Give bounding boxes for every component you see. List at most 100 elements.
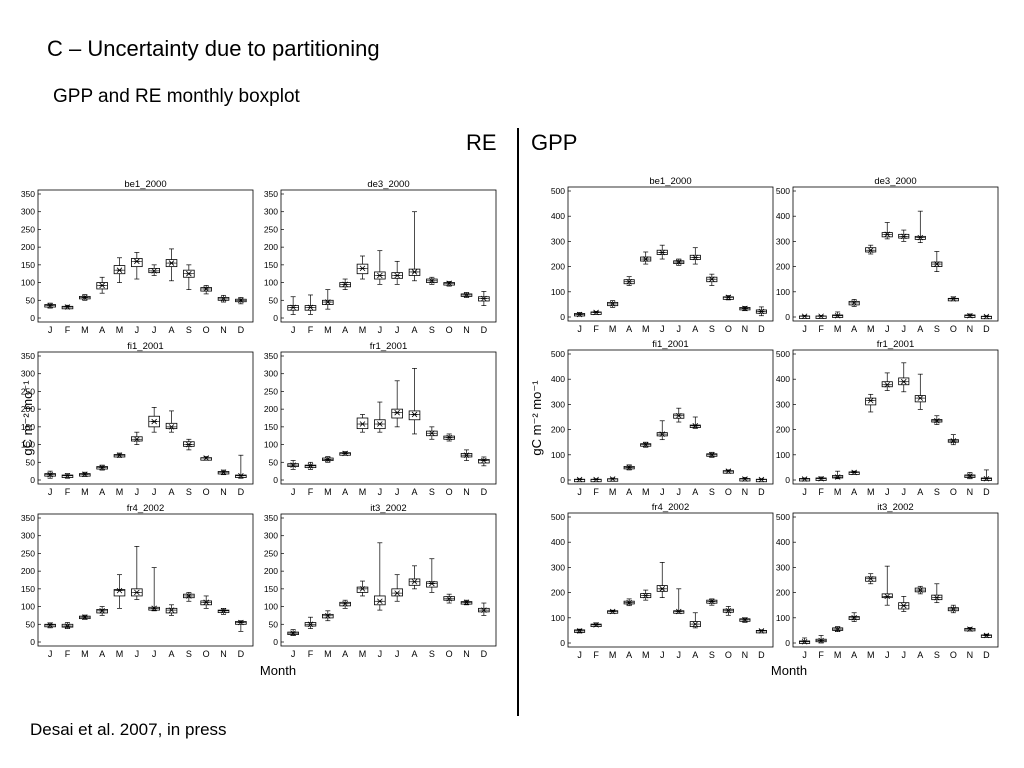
- median-marker: [480, 457, 487, 464]
- box-0: [574, 476, 586, 483]
- box-iqr: [356, 417, 369, 430]
- y-tick-label: 300: [21, 369, 35, 379]
- x-tick-label: F: [593, 487, 599, 497]
- median-marker: [884, 231, 891, 238]
- x-tick-label: N: [220, 325, 227, 335]
- box-4: [113, 257, 126, 283]
- median-marker: [237, 619, 244, 626]
- median-marker: [867, 575, 874, 582]
- box-8: [183, 592, 195, 602]
- box-7: [914, 210, 926, 244]
- y-tick-label: 150: [264, 260, 278, 270]
- y-tick-label: 0: [273, 313, 278, 323]
- y-tick-label: 200: [551, 262, 565, 272]
- y-tick-label: 500: [776, 186, 790, 196]
- y-tick-label: 200: [776, 588, 790, 598]
- y-tick-label: 0: [785, 475, 790, 485]
- x-tick-label: F: [65, 325, 71, 335]
- x-tick-label: M: [642, 324, 650, 334]
- median-marker: [642, 256, 649, 262]
- y-tick-label: 300: [776, 399, 790, 409]
- x-tick-label: J: [902, 650, 907, 660]
- box-0: [574, 628, 586, 634]
- x-tick-label: N: [967, 324, 974, 334]
- panel-frame: [280, 513, 497, 647]
- median-marker: [966, 312, 973, 319]
- box-11: [755, 476, 767, 483]
- box-1: [815, 313, 827, 320]
- x-tick-label: D: [238, 487, 245, 497]
- x-tick-label: D: [758, 487, 765, 497]
- box-1: [304, 461, 317, 470]
- y-tick-label: 200: [264, 404, 278, 414]
- y-tick-label: 0: [785, 312, 790, 322]
- x-tick-label: J: [660, 487, 665, 497]
- box-9: [443, 593, 455, 604]
- box-iqr: [914, 395, 926, 403]
- box-4: [865, 244, 877, 255]
- box-6: [898, 596, 910, 612]
- y-tick-label: 200: [776, 425, 790, 435]
- median-marker: [834, 474, 841, 480]
- box-iqr: [131, 258, 143, 268]
- median-marker: [818, 313, 825, 320]
- x-tick-label: N: [742, 650, 749, 660]
- y-tick-label: 50: [26, 457, 36, 467]
- box-11: [235, 454, 247, 479]
- box-4: [113, 452, 126, 458]
- median-marker: [900, 378, 907, 385]
- y-tick-label: 250: [21, 386, 35, 396]
- x-tick-label: J: [660, 650, 665, 660]
- median-marker: [203, 455, 210, 461]
- x-tick-label: A: [851, 324, 857, 334]
- x-tick-label: S: [934, 324, 940, 334]
- median-marker: [81, 614, 88, 620]
- y-tick-label: 200: [551, 425, 565, 435]
- box-0: [44, 302, 56, 309]
- median-marker: [692, 254, 699, 261]
- x-tick-label: N: [220, 649, 227, 659]
- y-tick-label: 250: [264, 548, 278, 558]
- median-marker: [983, 475, 990, 482]
- box-7: [165, 248, 178, 282]
- y-tick-label: 400: [776, 374, 790, 384]
- median-marker: [867, 247, 874, 254]
- box-5: [131, 252, 143, 280]
- panel-frame: [37, 351, 254, 485]
- x-tick-label: M: [609, 650, 617, 660]
- median-marker: [758, 628, 765, 634]
- box-1: [304, 616, 317, 629]
- median-marker: [675, 259, 682, 265]
- median-marker: [692, 423, 699, 429]
- y-tick-label: 500: [551, 186, 565, 196]
- y-tick-label: 50: [269, 457, 279, 467]
- x-tick-label: S: [709, 487, 715, 497]
- y-tick-label: 350: [21, 351, 35, 361]
- y-tick-label: 100: [776, 287, 790, 297]
- box-9: [200, 455, 212, 461]
- panel-frame: [792, 186, 999, 322]
- y-tick-label: 100: [21, 440, 35, 450]
- median-marker: [359, 265, 366, 272]
- gpp-y-axis-label: gC m⁻² mo⁻¹: [529, 380, 544, 456]
- median-marker: [480, 295, 487, 302]
- median-marker: [463, 292, 470, 298]
- box-6: [898, 362, 910, 393]
- box-4: [640, 441, 652, 448]
- median-marker: [307, 463, 314, 469]
- y-tick-label: 400: [776, 211, 790, 221]
- box-6: [898, 229, 910, 242]
- box-3: [623, 464, 635, 471]
- y-tick-label: 100: [776, 450, 790, 460]
- x-tick-label: A: [917, 650, 923, 660]
- box-5: [656, 420, 668, 441]
- y-tick-label: 0: [560, 312, 565, 322]
- median-marker: [81, 294, 88, 301]
- median-marker: [307, 621, 314, 628]
- box-11: [980, 469, 992, 482]
- box-7: [689, 416, 701, 429]
- x-tick-label: O: [446, 325, 453, 335]
- median-marker: [801, 313, 808, 320]
- box-iqr: [165, 422, 178, 430]
